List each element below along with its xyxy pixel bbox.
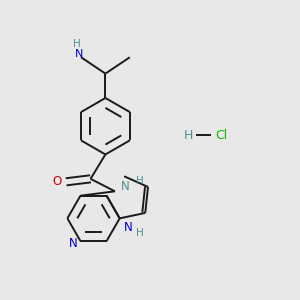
Text: Cl: Cl <box>215 129 228 142</box>
Text: H: H <box>136 228 144 238</box>
Text: O: O <box>52 175 61 188</box>
Text: H: H <box>73 39 80 49</box>
Text: N: N <box>121 180 130 194</box>
Text: H: H <box>184 129 193 142</box>
Text: H: H <box>136 176 144 186</box>
Text: N: N <box>69 237 77 250</box>
Text: N: N <box>124 221 133 234</box>
Text: N: N <box>75 49 84 59</box>
